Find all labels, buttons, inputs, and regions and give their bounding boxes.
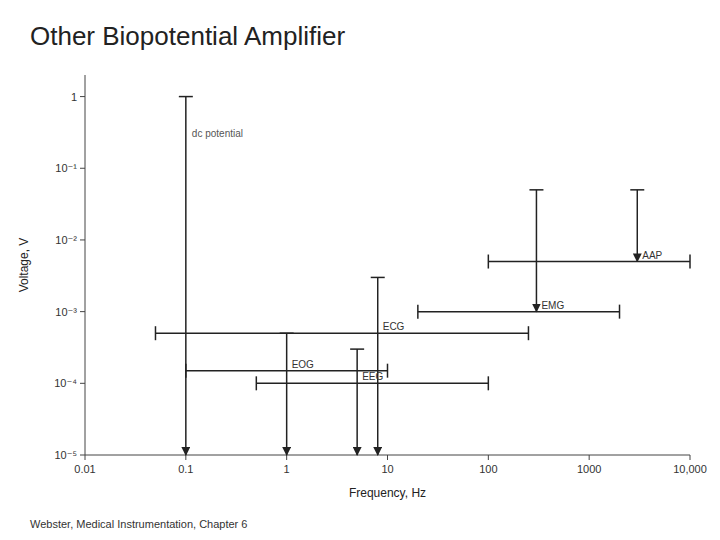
voltage-cap [179,96,193,98]
frequency-cap [387,364,389,378]
x-tick-label: 100 [479,463,497,475]
y-tick-label: 10⁻² [55,234,77,246]
voltage-cap [350,348,364,350]
voltage-range [185,97,187,455]
x-tick-label: 0.01 [74,463,95,475]
frequency-range [418,311,620,313]
signal [186,333,388,455]
subtitle: Webster, Medical Instrumentation, Chapte… [30,518,247,530]
signal [418,190,620,319]
x-tick [488,455,489,460]
chart: Other Biopotential Amplifier Webster, Med… [0,0,720,540]
x-tick [387,455,388,460]
frequency-range [155,332,528,334]
voltage-cap [529,189,543,191]
y-tick [80,383,85,384]
voltage-range [377,277,379,455]
signal [155,277,528,455]
signal [179,97,193,455]
voltage-cap [371,277,385,279]
signal [488,190,690,269]
frequency-cap [689,255,691,269]
y-tick [80,168,85,169]
voltage-cap [630,189,644,191]
frequency-range [488,261,690,263]
x-tick [690,455,691,460]
signal [256,349,488,455]
signal-label: EOG [292,359,314,370]
frequency-cap [619,305,621,319]
frequency-range [256,383,488,385]
y-tick [80,96,85,97]
x-tick [286,455,287,460]
frequency-cap [185,364,187,378]
x-tick-label: 0.1 [178,463,193,475]
signal-label: ECG [383,321,405,332]
x-axis-label: Frequency, Hz [349,486,426,500]
y-axis-line [85,75,86,455]
y-tick-label: 10⁻⁵ [54,449,77,461]
x-tick [185,455,186,460]
plot-area [155,97,690,455]
voltage-range [536,190,538,312]
y-tick-label: 10⁻⁴ [54,377,77,389]
voltage-range [286,333,288,455]
frequency-cap [155,326,157,340]
voltage-range [637,190,639,262]
y-tick [80,455,85,456]
title: Other Biopotential Amplifier [30,21,345,51]
x-tick [589,455,590,460]
frequency-cap [528,326,530,340]
x-tick-label: 10,000 [673,463,707,475]
y-tick [80,311,85,312]
y-tick-label: 10⁻³ [55,306,77,318]
signal-label: EEG [362,371,383,382]
x-tick-label: 1 [284,463,290,475]
signal-label: EMG [541,300,564,311]
y-tick-label: 10⁻¹ [55,162,77,174]
labels: dc potential EOG EEG ECG EMG AAP [192,128,663,383]
y-tick [80,239,85,240]
frequency-cap [256,376,258,390]
voltage-range [356,349,358,455]
frequency-cap [417,305,419,319]
y-tick-label: 1 [71,91,77,103]
frequency-cap [488,376,490,390]
y-axis-label: Voltage, V [17,238,31,293]
signal-label: dc potential [192,128,243,139]
x-tick-label: 1000 [577,463,601,475]
frequency-cap [488,255,490,269]
x-tick-label: 10 [381,463,393,475]
signal-label: AAP [642,250,662,261]
x-tick [85,455,86,460]
